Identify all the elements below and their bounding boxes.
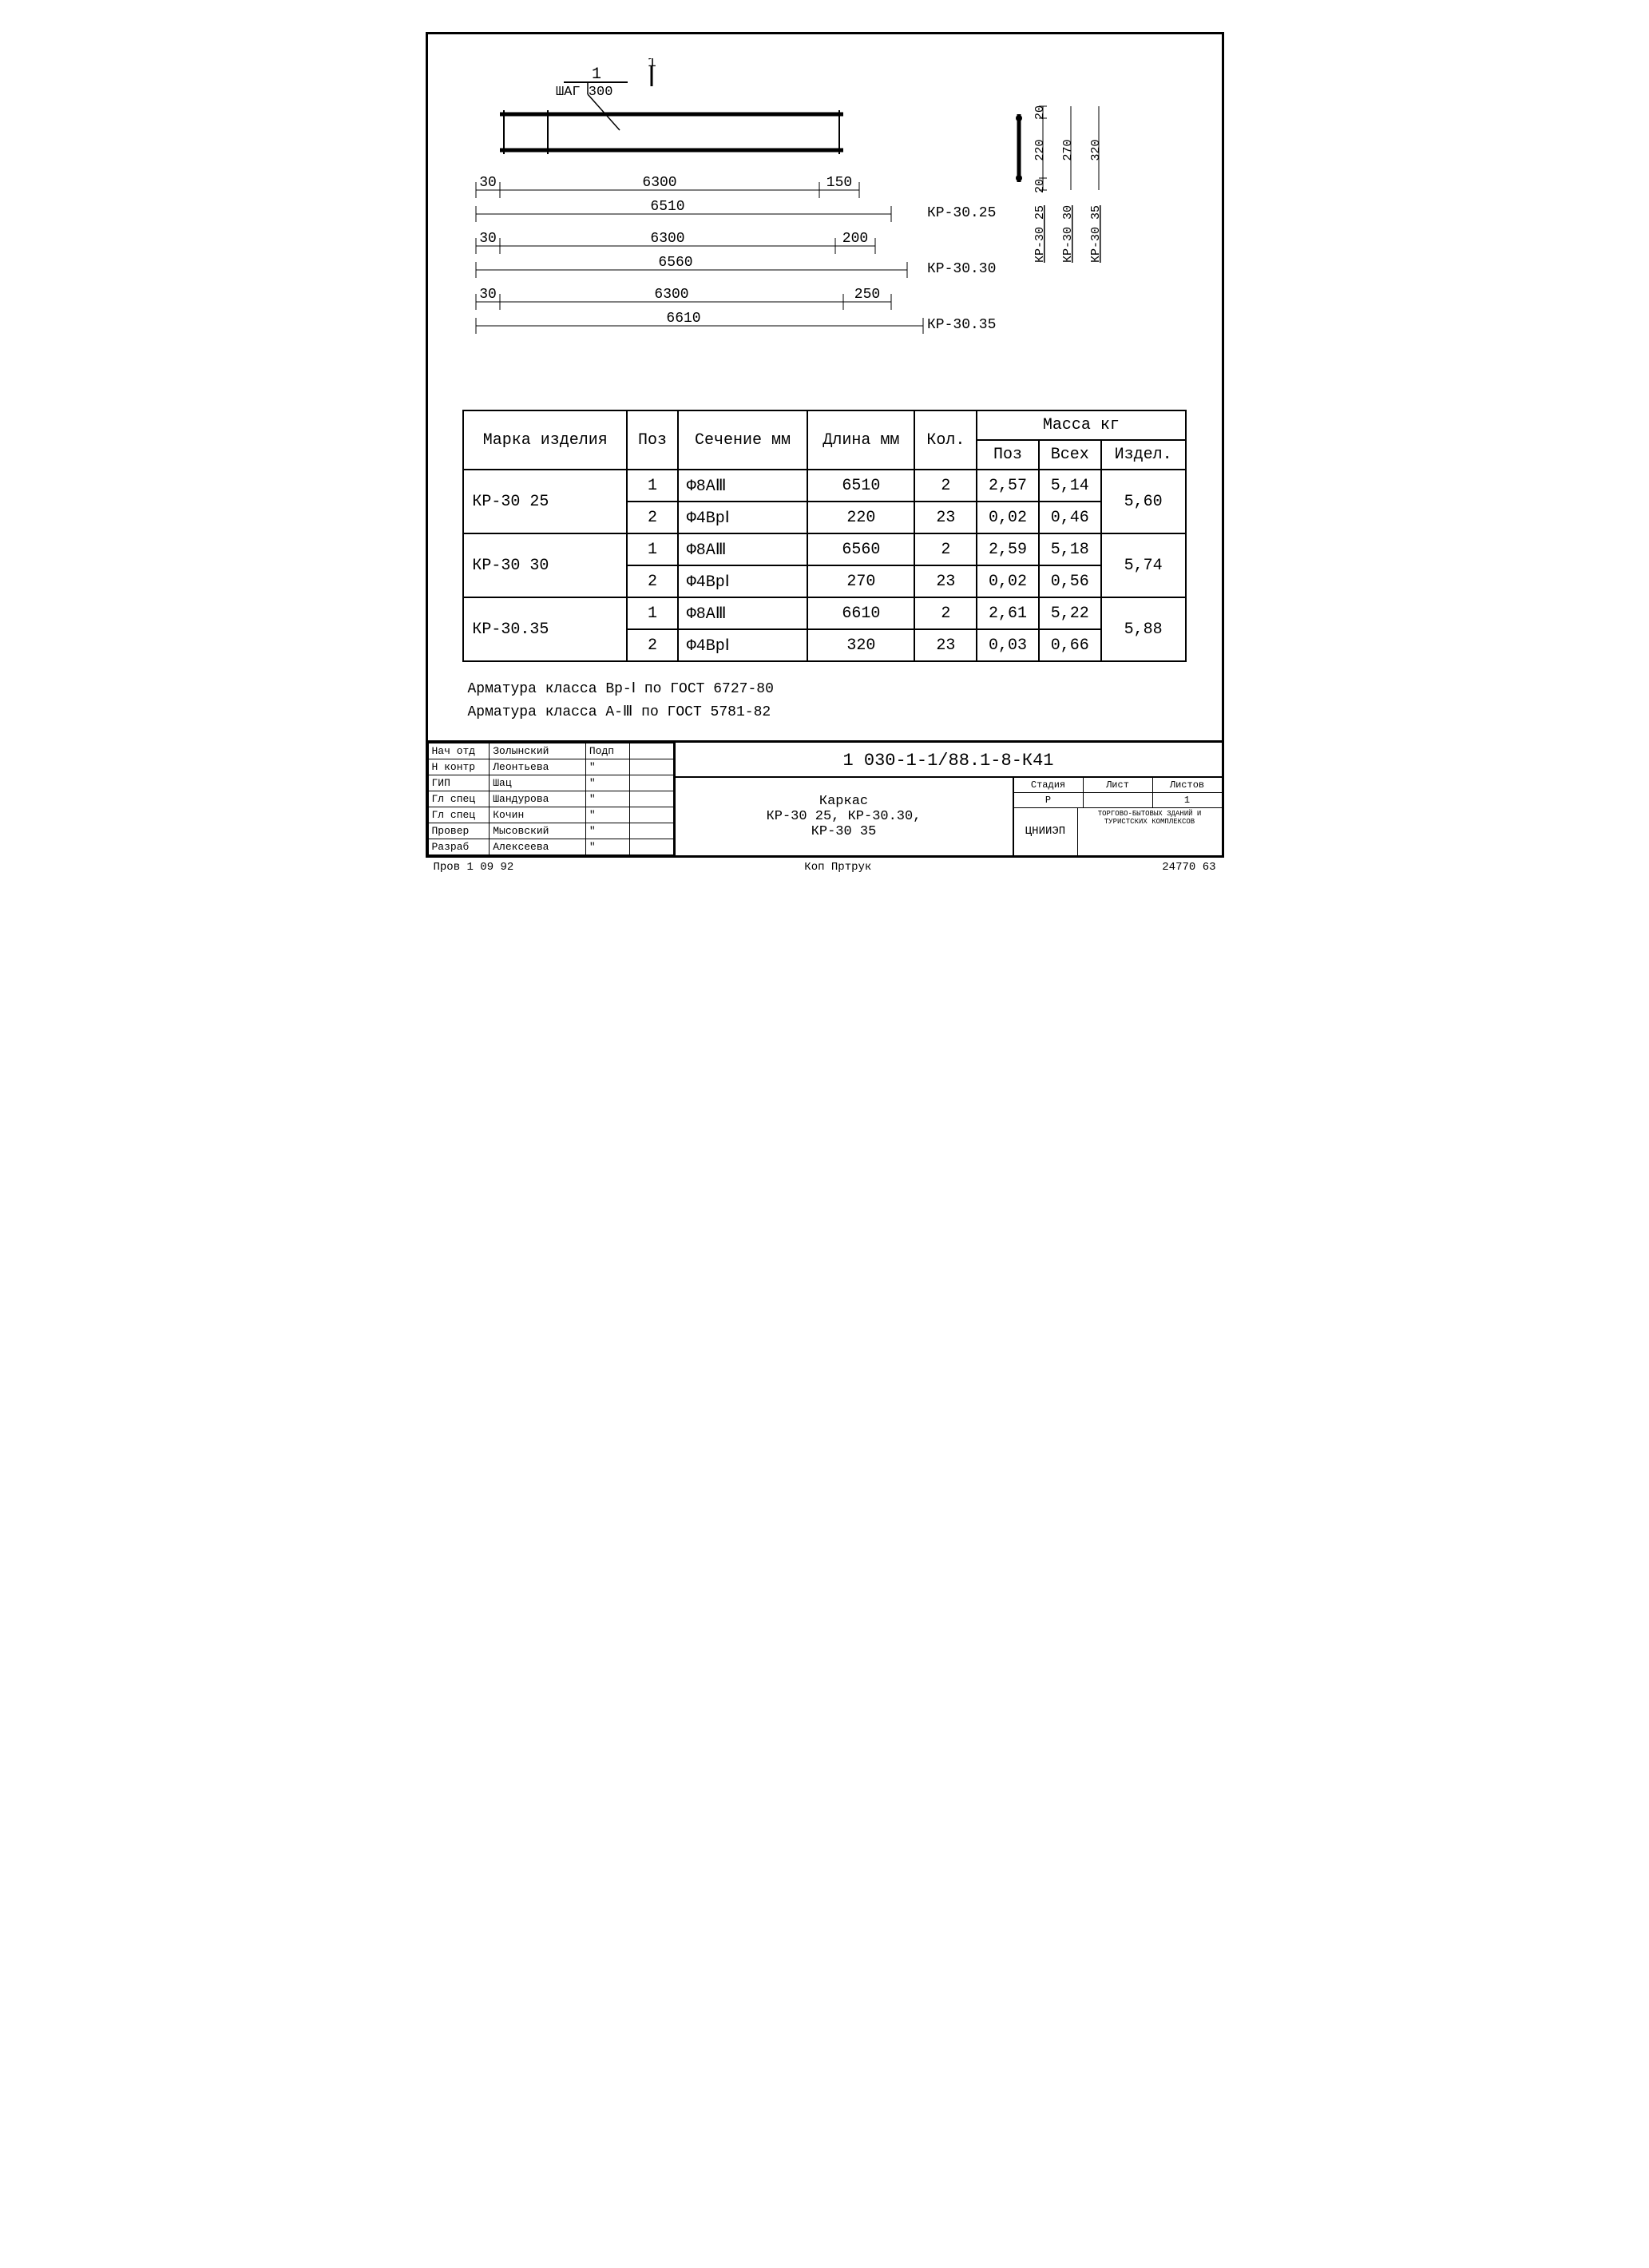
notes: Арматура класса Вр-Ⅰ по ГОСТ 6727-80 Арм…: [468, 678, 1206, 724]
svg-text:КР-30 30: КР-30 30: [1061, 205, 1075, 263]
svg-text:6560: 6560: [658, 255, 692, 271]
signature-row: РазрабАлексеева": [428, 839, 673, 854]
svg-text:КР-30 25: КР-30 25: [1033, 205, 1047, 263]
callout: 1 ШАГ 300 1: [556, 58, 656, 130]
svg-text:6510: 6510: [650, 199, 684, 215]
svg-text:КР-30.25: КР-30.25: [927, 205, 996, 221]
col-qty: Кол.: [914, 410, 977, 470]
table-row: КР-30 251Ф8АⅢ651022,575,145,60: [463, 470, 1185, 502]
signature-row: Гл спецШандурова": [428, 791, 673, 807]
col-mass-item: Издел.: [1101, 440, 1186, 470]
col-section: Сечение мм: [678, 410, 807, 470]
signature-row: ПроверМысовский": [428, 823, 673, 839]
col-mass-pos: Поз: [977, 440, 1039, 470]
svg-text:150: 150: [826, 175, 851, 191]
col-mark: Марка изделия: [463, 410, 627, 470]
svg-text:1: 1: [648, 58, 656, 71]
page-footer: Пров 1 09 92 Коп Пртрук 24770 63: [426, 861, 1224, 874]
svg-text:6300: 6300: [642, 175, 676, 191]
signature-row: ГИПШац": [428, 775, 673, 791]
svg-text:20: 20: [1033, 179, 1047, 193]
signature-row: Нач отдЗолынскийПодп: [428, 743, 673, 759]
svg-text:30: 30: [479, 231, 497, 247]
organization-desc: ТОРГОВО-БЫТОВЫХ ЗДАНИЙ И ТУРИСТСКИХ КОМП…: [1078, 808, 1222, 855]
sheets-value: 1: [1153, 793, 1222, 807]
title-block-signatures: Нач отдЗолынскийПодпН контрЛеонтьева"ГИП…: [428, 743, 676, 855]
signature-row: Н контрЛеонтьева": [428, 759, 673, 775]
svg-text:6610: 6610: [666, 311, 700, 327]
sheet-header: Лист: [1084, 778, 1153, 792]
note-line-2: Арматура класса А-Ⅲ по ГОСТ 5781-82: [468, 701, 1206, 724]
title-block: Нач отдЗолынскийПодпН контрЛеонтьева"ГИП…: [428, 740, 1222, 855]
section-view: 20 220 20 270 320 КР-30 25 КР-30 30 КР-3…: [1016, 105, 1103, 263]
note-line-1: Арматура класса Вр-Ⅰ по ГОСТ 6727-80: [468, 678, 1206, 701]
callout-pos: 1: [592, 65, 601, 84]
svg-text:6300: 6300: [650, 231, 684, 247]
drawing-page: 1 ШАГ 300 1: [426, 32, 1224, 858]
table-row: КР-30 301Ф8АⅢ656022,595,185,74: [463, 533, 1185, 565]
dim-rows: 30 6300 150 6510 КР-30.25 30 6300 200: [476, 175, 996, 334]
footer-left: Пров 1 09 92: [434, 861, 514, 874]
col-pos: Поз: [627, 410, 678, 470]
stage-header: Стадия: [1014, 778, 1084, 792]
svg-text:30: 30: [479, 287, 497, 303]
organization-name: ЦНИИЭП: [1014, 808, 1078, 855]
signature-row: Гл спецКочин": [428, 807, 673, 823]
svg-text:20: 20: [1033, 105, 1047, 120]
spec-table: Марка изделия Поз Сечение мм Длина мм Ко…: [462, 410, 1186, 662]
svg-text:КР-30.35: КР-30.35: [927, 317, 996, 333]
footer-mid: Коп Пртрук: [804, 861, 871, 874]
svg-text:6300: 6300: [654, 287, 688, 303]
main-elevation: [500, 110, 843, 154]
svg-text:220: 220: [1033, 139, 1047, 161]
stage-value: Р: [1014, 793, 1084, 807]
svg-text:КР-30 35: КР-30 35: [1089, 205, 1103, 263]
svg-text:250: 250: [854, 287, 879, 303]
svg-text:270: 270: [1061, 139, 1075, 161]
sheets-header: Листов: [1153, 778, 1222, 792]
svg-text:КР-30.30: КР-30.30: [927, 261, 996, 277]
col-mass-all: Всех: [1039, 440, 1101, 470]
svg-text:200: 200: [842, 231, 867, 247]
col-length: Длина мм: [807, 410, 914, 470]
footer-right: 24770 63: [1162, 861, 1215, 874]
title-block-stamp: Стадия Лист Листов Р 1 ЦНИИЭП ТОРГОВО-БЫ…: [1014, 778, 1222, 855]
diagram-area: 1 ШАГ 300 1: [444, 58, 1206, 362]
document-number: 1 030-1-1/88.1-8-К41: [676, 743, 1222, 778]
svg-text:320: 320: [1089, 139, 1103, 161]
table-row: КР-30.351Ф8АⅢ661022,615,225,88: [463, 597, 1185, 629]
rebar-diagram: 1 ШАГ 300 1: [444, 58, 1211, 362]
sheet-value: [1084, 793, 1153, 807]
col-mass-group: Масса кг: [977, 410, 1185, 440]
callout-step: ШАГ 300: [556, 85, 612, 100]
document-title: Каркас КР-30 25, КР-30.30, КР-30 35: [676, 778, 1014, 855]
svg-text:30: 30: [479, 175, 497, 191]
